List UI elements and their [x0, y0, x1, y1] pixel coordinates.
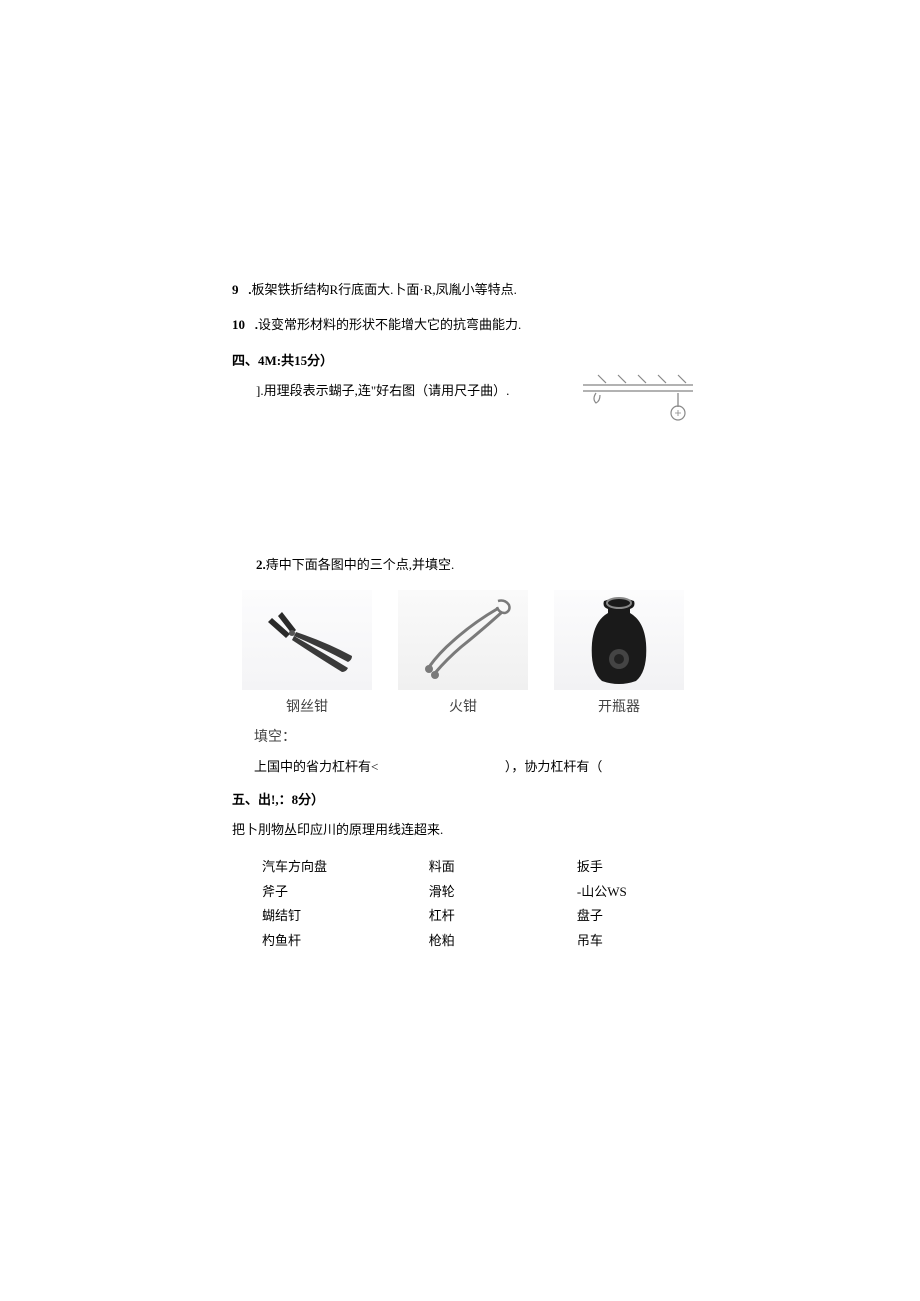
s4-q2: 2.痔中下面各图中的三个点,并填空.: [256, 555, 688, 576]
q10-text: 设变常形材料的形状不能增大它的抗弯曲能力.: [258, 317, 521, 332]
matching-table: 汽车方向盘 料面 扳手 斧子 滑轮 -山公WS 蝴结钉 杠杆 盘子 杓鱼杆 枪粕…: [262, 855, 688, 954]
fire-tongs-image: [398, 590, 528, 690]
match-left-3: 杓鱼杆: [262, 929, 429, 954]
lever-images-row: [242, 590, 688, 690]
document-page: 9 .板架铁折结构R行底面大.卜面·R,凤胤小等特点. 10 .设变常形材料的形…: [0, 0, 920, 954]
label-pliers: 钢丝钳: [242, 696, 372, 716]
s4-q2-num: 2.: [256, 557, 266, 572]
match-left-0: 汽车方向盘: [262, 855, 429, 880]
match-right-0: 扳手: [577, 855, 688, 880]
q9-text: 板架铁折结构R行底面大.卜面·R,凤胤小等特点.: [252, 282, 517, 297]
match-mid-3: 枪粕: [429, 929, 577, 954]
s5-instruction: 把卜刖物丛印应川的原理用线连超来.: [232, 820, 688, 841]
s4-q2-text: 痔中下面各图中的三个点,并填空.: [266, 557, 455, 572]
q10-num: 10: [232, 317, 245, 332]
fill-in-line: 上国中的省力杠杆有< ），协力杠杆有（: [254, 756, 688, 775]
match-row-2: 蝴结钉 杠杆 盘子: [262, 904, 688, 929]
match-mid-0: 料面: [429, 855, 577, 880]
question-10: 10 .设变常形材料的形状不能增大它的抗弯曲能力.: [232, 315, 688, 336]
fill-prefix: 上国中的省力杠杆有<: [254, 759, 378, 774]
match-left-1: 斧子: [262, 880, 429, 905]
label-tongs: 火钳: [398, 696, 528, 716]
section-4-heading: 四、4M:共15分）: [232, 350, 688, 369]
match-row-3: 杓鱼杆 枪粕 吊车: [262, 929, 688, 954]
match-row-1: 斧子 滑轮 -山公WS: [262, 880, 688, 905]
fill-mid: ），协力杠杆有（: [505, 759, 603, 774]
match-row-0: 汽车方向盘 料面 扳手: [262, 855, 688, 880]
match-right-1: -山公WS: [577, 880, 688, 905]
rope-hook-diagram: [578, 373, 698, 423]
match-left-2: 蝴结钉: [262, 904, 429, 929]
q9-num: 9: [232, 282, 239, 297]
question-9: 9 .板架铁折结构R行底面大.卜面·R,凤胤小等特点.: [232, 280, 688, 301]
match-mid-2: 杠杆: [429, 904, 577, 929]
s4-q1-container: ].用理段表示蝴子,连"好右图（请用尺子曲）.: [232, 381, 688, 402]
s4-q1-text: 用理段表示蝴子,连"好右图（请用尺子曲）.: [264, 383, 510, 398]
label-opener: 开瓶器: [554, 696, 684, 716]
match-right-3: 吊车: [577, 929, 688, 954]
match-right-2: 盘子: [577, 904, 688, 929]
blank-space: [232, 415, 688, 555]
fill-in-label: 填空：: [254, 726, 688, 746]
pliers-image: [242, 590, 372, 690]
section-5-heading: 五、出!,：8分）: [232, 789, 688, 808]
match-mid-1: 滑轮: [429, 880, 577, 905]
s4-q1-num: ].: [256, 383, 264, 398]
bottle-opener-image: [554, 590, 684, 690]
image-labels-row: 钢丝钳 火钳 开瓶器: [242, 696, 688, 716]
